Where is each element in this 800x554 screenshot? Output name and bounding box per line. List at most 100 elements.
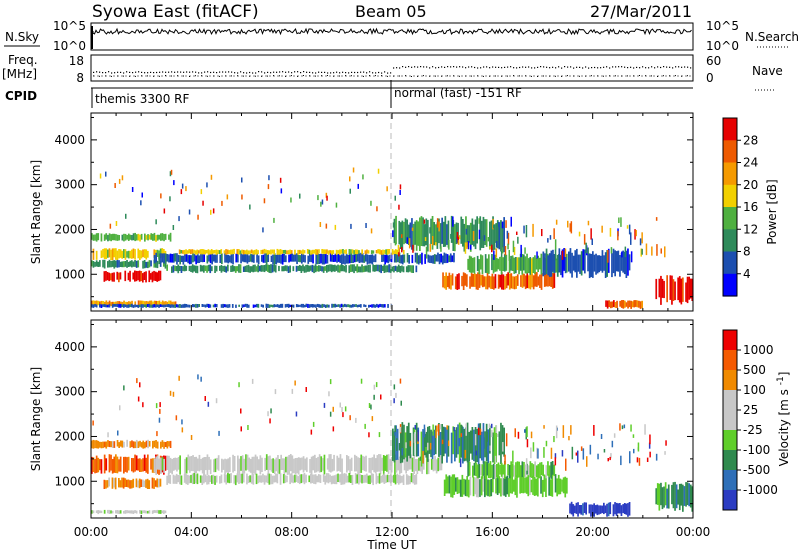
data-cell [268,473,271,485]
data-cell [574,505,576,514]
data-band [442,271,556,290]
data-cell [257,303,260,308]
data-cell [545,465,548,479]
data-cell [244,303,247,307]
data-cell [582,448,585,460]
data-cell [129,304,132,308]
data-cell [364,250,367,255]
data-cell [204,474,207,483]
data-cell [168,300,170,305]
data-cell [577,502,579,517]
data-cell [348,304,351,308]
data-cell [418,242,420,247]
freq-dot [420,66,422,68]
data-cell [391,475,394,483]
data-cell [469,222,472,252]
data-cell [166,455,169,470]
freq-dot [120,71,122,73]
y-tick-label: 4000 [54,340,85,354]
nsky-trace [91,26,692,49]
data-cell [625,503,628,515]
data-cell [138,270,141,282]
data-cell [479,423,482,459]
data-cell [190,474,192,483]
data-cell [524,464,527,478]
data-cell [108,509,111,514]
data-cell [425,447,427,453]
data-cell [206,250,208,254]
data-cell [134,301,137,305]
data-cell [301,253,303,264]
freq-dot [195,71,197,73]
data-cell [134,510,136,513]
data-cell [129,510,132,514]
data-cell [430,255,433,264]
data-cell [672,279,675,301]
data-cell [319,265,322,271]
data-cell [140,233,143,240]
data-cell [462,272,465,290]
data-cell [326,265,328,273]
x-tick-label: 08:00 [274,525,309,539]
data-cell [279,473,282,485]
data-cell [152,440,154,449]
data-cell [590,504,592,517]
freq-dot [246,72,248,74]
data-cell [343,473,346,485]
data-cell [207,474,210,485]
data-cell [299,304,301,307]
data-cell [526,426,528,438]
data-cell [398,443,401,451]
data-cell [118,249,120,259]
data-cell [264,457,266,472]
colorbar-swatch [723,229,737,253]
data-cell [553,228,555,240]
data-cell [123,441,125,448]
data-cell [527,465,530,476]
data-cell [641,300,643,309]
data-cell [476,216,478,244]
data-cell [614,250,616,277]
data-cell [688,276,690,300]
data-cell [376,455,379,472]
data-cell [377,475,379,483]
data-cell [103,479,106,489]
data-cell [561,250,564,260]
freq-dot [672,67,674,69]
data-cell [397,264,400,272]
data-cell [137,271,139,281]
data-cell [148,441,151,447]
freq-dot [504,66,506,68]
data-cell [385,475,387,483]
data-cell [144,442,146,449]
data-cell [143,249,146,258]
data-cell [442,221,445,247]
data-cell [313,474,315,484]
data-cell [239,473,242,484]
data-cell [609,301,612,309]
data-cell [341,254,343,265]
data-cell [532,464,535,478]
data-cell [459,479,462,497]
data-cell [137,260,140,268]
data-cell [266,264,269,272]
data-cell [131,510,133,514]
data-cell [229,255,231,263]
data-cell [215,475,218,483]
data-cell [270,408,272,414]
data-cell [356,474,359,484]
data-cell [321,199,324,205]
data-cell [99,510,101,514]
data-cell [337,304,340,307]
colorbar-tick-label: -100 [743,443,770,457]
data-cell [318,265,320,272]
data-cell [540,253,543,275]
data-cell [539,274,541,288]
data-cell [523,273,525,287]
data-cell [630,424,632,432]
data-cell [414,221,416,245]
freq-dot [579,66,581,68]
data-cell [488,423,491,429]
data-cell [118,272,120,283]
data-cell [316,475,319,483]
